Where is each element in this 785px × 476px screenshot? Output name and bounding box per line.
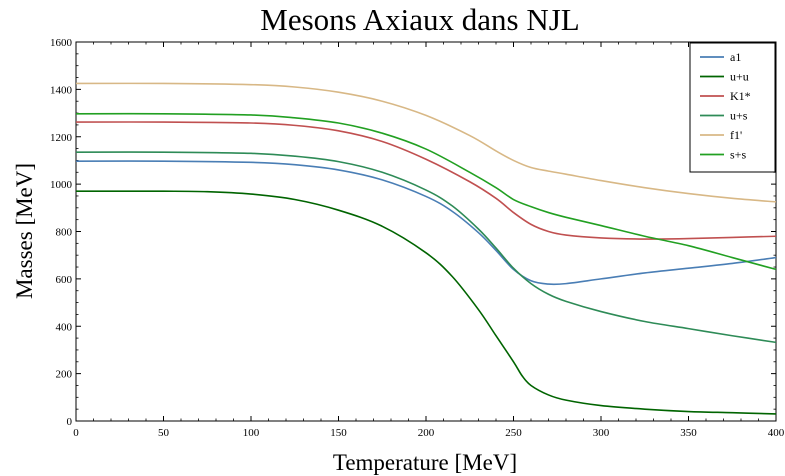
y-tick-label: 200 <box>56 369 73 381</box>
plot-frame <box>75 41 777 422</box>
x-tick-label: 50 <box>158 427 170 439</box>
x-tick-label: 0 <box>73 427 79 439</box>
y-tick-label: 1400 <box>50 84 73 96</box>
legend-label: u+u <box>730 70 749 84</box>
x-tick-label: 200 <box>418 427 435 439</box>
legend-label: s+s <box>730 148 746 162</box>
series-line-4 <box>75 82 777 203</box>
x-axis-title: Temperature [MeV] <box>333 450 517 475</box>
chart-title: Mesons Axiaux dans NJL <box>260 2 579 37</box>
series-line-3 <box>75 151 777 344</box>
series-line-5 <box>75 112 777 271</box>
legend: a1 u+u K1* u+s f1' s+s <box>689 42 776 173</box>
y-tick-label: 1000 <box>50 179 73 191</box>
legend-label: u+s <box>730 109 748 123</box>
y-tick-label: 400 <box>56 321 73 333</box>
x-tick-label: 350 <box>680 427 697 439</box>
x-tick-label: 400 <box>768 427 785 439</box>
legend-box <box>689 42 776 173</box>
legend-label: f1' <box>730 128 742 142</box>
plot-area: 0 50 100 150 200 250 300 350 400 0 200 400 600 800 100… <box>50 37 785 439</box>
x-tick-label: 150 <box>330 427 347 439</box>
y-tick-label: 1600 <box>50 37 73 49</box>
y-tick-label: 0 <box>67 416 73 428</box>
x-tick-label: 250 <box>505 427 522 439</box>
x-tick-label: 300 <box>593 427 610 439</box>
series-line-1 <box>75 190 777 415</box>
y-tick-label: 800 <box>56 227 73 239</box>
y-tick-label: 600 <box>56 274 73 286</box>
series-line-0 <box>75 160 777 286</box>
legend-label: K1* <box>730 89 751 103</box>
legend-label: a1 <box>730 50 741 64</box>
y-axis-title: Masses [MeV] <box>12 163 37 299</box>
y-tick-label: 1200 <box>50 132 73 144</box>
x-tick-label: 100 <box>243 427 260 439</box>
series-line-2 <box>75 121 777 240</box>
